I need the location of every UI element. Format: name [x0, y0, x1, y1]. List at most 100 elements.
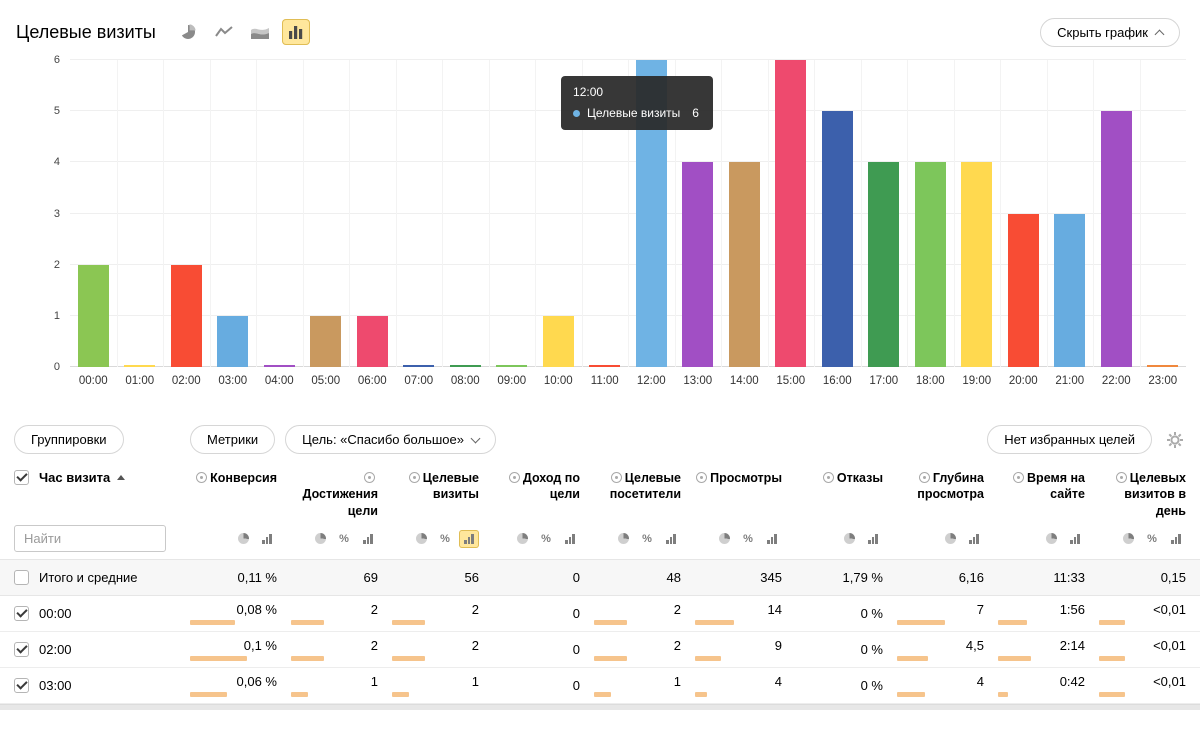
bar-chart-icon[interactable]: [281, 19, 310, 45]
metric-toggle-pie-icon[interactable]: [1041, 530, 1061, 548]
metric-toggle-pie-icon[interactable]: [1118, 530, 1138, 548]
metric-radio-icon[interactable]: [196, 472, 208, 483]
row-label-cell: 03:00: [0, 678, 190, 693]
column-header-label[interactable]: Глубина просмотра: [917, 471, 984, 502]
groupings-button[interactable]: Группировки: [14, 425, 124, 454]
chart-bar[interactable]: [449, 365, 481, 367]
chart-bar[interactable]: [496, 365, 528, 367]
metric-toggle-pie-icon[interactable]: [714, 530, 734, 548]
column-header-label[interactable]: Конверсия: [196, 471, 277, 485]
mini-bar: [998, 692, 1009, 697]
chart-bar[interactable]: [170, 264, 202, 367]
metric-toggle-bars-icon[interactable]: [1065, 530, 1085, 548]
metric-radio-icon[interactable]: [408, 472, 420, 483]
chart-bar[interactable]: [1054, 213, 1086, 367]
metric-radio-icon[interactable]: [1013, 472, 1025, 483]
chart-bar[interactable]: [775, 60, 807, 367]
chart-bar[interactable]: [914, 162, 946, 367]
no-favorite-goals-button[interactable]: Нет избранных целей: [987, 425, 1152, 454]
metric-toggle-bars-icon[interactable]: [459, 529, 479, 548]
metric-toggle-pie-icon[interactable]: [310, 530, 330, 548]
chart-bar[interactable]: [821, 111, 853, 367]
metric-toggle-bars-icon[interactable]: [358, 530, 378, 548]
column-header-label[interactable]: Целевые посетители: [609, 471, 681, 502]
metric-toggle-pie-icon[interactable]: [940, 530, 960, 548]
column-header-label[interactable]: Доход по цели: [508, 471, 580, 501]
chart-bar[interactable]: [403, 365, 435, 367]
column-header-label[interactable]: Достижения цели: [303, 471, 378, 518]
chart-plot: 12:00 Целевые визиты 6: [70, 59, 1186, 367]
metric-toggle-pie-icon[interactable]: [613, 530, 633, 548]
metric-toggle-bars-icon[interactable]: [257, 530, 277, 548]
metric-toggle-bars-icon[interactable]: [1166, 530, 1186, 548]
value: 0: [572, 642, 580, 657]
column-header-label[interactable]: Целевые визиты: [408, 471, 479, 501]
gear-icon[interactable]: [1166, 431, 1184, 449]
checkbox[interactable]: [14, 470, 29, 485]
gridline: [1139, 60, 1141, 367]
mini-bar: [897, 656, 929, 661]
metric-toggle-bars-icon[interactable]: [863, 530, 883, 548]
checkbox[interactable]: [14, 606, 29, 621]
chart-bar[interactable]: [589, 365, 621, 367]
metric-radio-icon[interactable]: [508, 472, 520, 483]
search-input[interactable]: [14, 525, 166, 552]
metric-radio-icon[interactable]: [1115, 472, 1127, 483]
percent-icon: %: [339, 532, 349, 545]
mini-bar: [998, 656, 1032, 661]
dimension-header-label[interactable]: Час визита: [39, 470, 111, 485]
metric-toggle-pie-icon[interactable]: [839, 530, 859, 548]
area-chart-icon[interactable]: [246, 19, 274, 45]
chart-bar[interactable]: [682, 162, 714, 367]
metric-toggle-pie-icon[interactable]: [411, 530, 431, 548]
chart-bar[interactable]: [77, 264, 109, 367]
checkbox[interactable]: [14, 678, 29, 693]
chart-bar[interactable]: [1147, 365, 1179, 367]
chart-bar[interactable]: [217, 315, 249, 367]
metric-toggle-percent-icon[interactable]: %: [637, 530, 657, 548]
chart-bar[interactable]: [263, 365, 295, 367]
metric-toggle-percent-icon[interactable]: %: [334, 530, 354, 548]
metric-radio-icon[interactable]: [696, 472, 708, 483]
metric-toggle-pie-icon[interactable]: [512, 530, 532, 548]
metric-radio-icon[interactable]: [918, 472, 930, 483]
chart-bar[interactable]: [728, 162, 760, 367]
chart-bar[interactable]: [961, 162, 993, 367]
goal-select[interactable]: Цель: «Спасибо большое»: [285, 425, 496, 454]
checkbox[interactable]: [14, 642, 29, 657]
pie-icon: [314, 533, 326, 544]
chart-bar[interactable]: [1100, 111, 1132, 367]
metric-toggle-percent-icon[interactable]: %: [738, 530, 758, 548]
metric-toggle-pie-icon[interactable]: [233, 530, 253, 548]
metrics-button[interactable]: Метрики: [190, 425, 276, 454]
metric-radio-icon[interactable]: [822, 472, 834, 483]
metric-toggle-percent-icon[interactable]: %: [435, 530, 455, 548]
chart-bar[interactable]: [868, 162, 900, 367]
metric-toggles: [897, 530, 998, 548]
chart-bar[interactable]: [310, 315, 342, 367]
x-tick-label: 20:00: [1008, 375, 1038, 387]
metric-toggle-percent-icon[interactable]: %: [1142, 530, 1162, 548]
checkbox[interactable]: [14, 570, 29, 585]
metric-toggle-bars-icon[interactable]: [964, 530, 984, 548]
column-header-label[interactable]: Отказы: [822, 471, 883, 485]
column-header-label[interactable]: Просмотры: [696, 471, 782, 485]
metric-radio-icon[interactable]: [364, 472, 375, 483]
chart-bar[interactable]: [356, 315, 388, 367]
pie-chart-icon[interactable]: [174, 19, 202, 45]
value: <0,01: [1153, 674, 1186, 689]
column-header-label[interactable]: Время на сайте: [1013, 471, 1085, 501]
metric-toggle-bars-icon[interactable]: [762, 530, 782, 548]
metric-toggle-bars-icon[interactable]: [560, 530, 580, 548]
chart-bar[interactable]: [542, 315, 574, 367]
metric-toggle-percent-icon[interactable]: %: [536, 530, 556, 548]
hide-chart-button[interactable]: Скрыть график: [1040, 17, 1180, 47]
cell-value: <0,01: [1099, 674, 1200, 697]
gridline: [349, 60, 350, 367]
chart-bar[interactable]: [124, 365, 156, 367]
column-header-label[interactable]: Целевых визитов в день: [1115, 471, 1186, 518]
metric-toggle-bars-icon[interactable]: [661, 530, 681, 548]
metric-radio-icon[interactable]: [610, 472, 622, 483]
line-chart-icon[interactable]: [210, 19, 238, 45]
chart-bar[interactable]: [1007, 213, 1039, 367]
